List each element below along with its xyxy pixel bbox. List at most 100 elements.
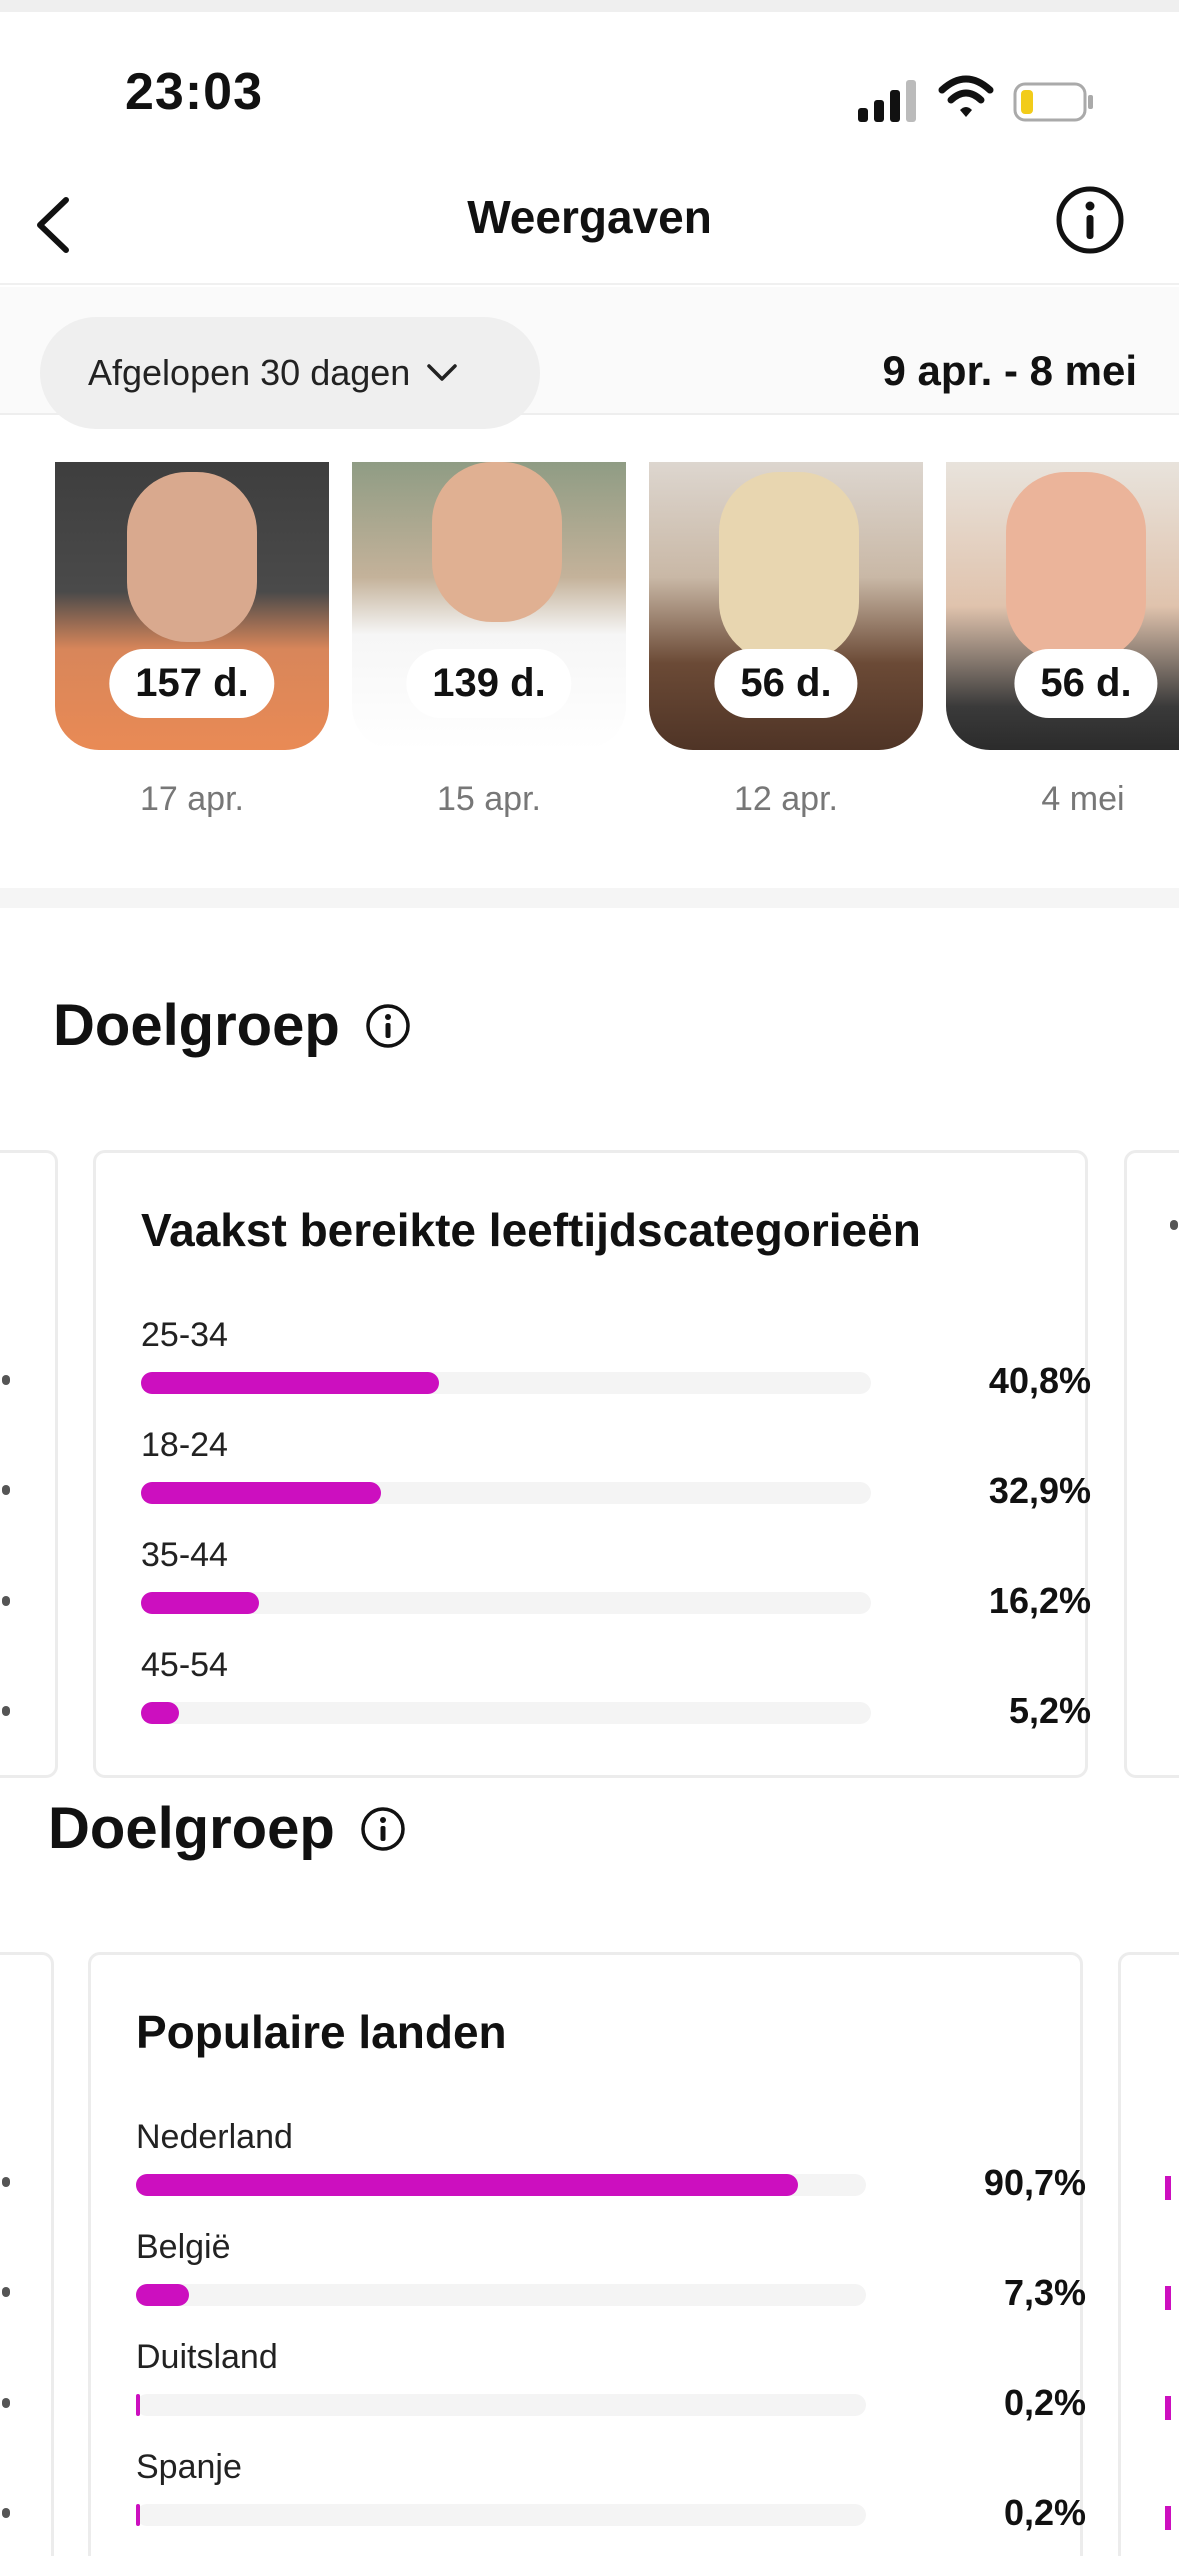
- bar-track: [141, 1702, 871, 1724]
- post-figure: [432, 462, 562, 622]
- post-figure: [719, 472, 859, 662]
- post-views-badge: 139 d.: [406, 649, 572, 718]
- bar-track: [141, 1372, 871, 1394]
- bar-label: 25-34: [141, 1316, 228, 1354]
- battery-icon: [1013, 82, 1093, 122]
- bar-fill: [141, 1372, 439, 1394]
- bar-fill: [136, 2174, 799, 2196]
- bar-label: Nederland: [136, 2118, 293, 2156]
- bar-row: 35-44 16,2%: [141, 1536, 1091, 1646]
- bar-row: Duitsland 0,2%: [136, 2338, 1086, 2448]
- previous-card-marker: [2, 1706, 10, 1716]
- previous-card-marker: [2, 2508, 10, 2518]
- bar-track: [136, 2504, 866, 2526]
- bar-track: [141, 1592, 871, 1614]
- bar-fill: [136, 2284, 190, 2306]
- info-icon[interactable]: [1054, 184, 1126, 256]
- post-figure: [127, 472, 257, 642]
- status-bar: 23:03: [0, 12, 1179, 162]
- info-icon[interactable]: [359, 1805, 407, 1853]
- previous-card-marker: [2, 1596, 10, 1606]
- bar-value: 0,2%: [1003, 2382, 1086, 2423]
- card-title: Populaire landen: [136, 2006, 507, 2058]
- post-thumbnail[interactable]: 56 d.: [649, 462, 923, 750]
- post-date: 17 apr.: [140, 780, 244, 818]
- next-card[interactable]: [1124, 1150, 1179, 1778]
- post-thumbnail[interactable]: 139 d.: [352, 462, 626, 750]
- bar-fill: [141, 1702, 179, 1724]
- bar-label: Duitsland: [136, 2338, 278, 2376]
- bar-fill: [136, 2504, 140, 2526]
- back-icon[interactable]: [28, 190, 78, 260]
- next-card-marker: [1170, 1220, 1178, 1230]
- bar-track: [136, 2284, 866, 2306]
- bar-value: 32,9%: [988, 1470, 1091, 1511]
- bar-fill: [141, 1482, 382, 1504]
- chevron-down-icon: [427, 364, 458, 381]
- post-thumbnail[interactable]: 157 d.: [55, 462, 329, 750]
- audience-heading: Doelgroep: [53, 993, 340, 1058]
- post-date: 15 apr.: [437, 780, 541, 818]
- previous-card-marker: [2, 2177, 10, 2187]
- info-icon[interactable]: [364, 1002, 412, 1050]
- bar-label: 18-24: [141, 1426, 228, 1464]
- wifi-icon: [938, 75, 994, 117]
- bar-label: 45-54: [141, 1646, 228, 1684]
- post-views-badge: 157 d.: [109, 649, 275, 718]
- next-card-bar: [1165, 2506, 1171, 2530]
- audience-heading: Doelgroep: [48, 1796, 335, 1861]
- post-thumbnail[interactable]: 56 d.: [946, 462, 1179, 750]
- previous-card-marker: [2, 1375, 10, 1385]
- post-carousel: 157 d. 17 apr. 139 d. 15 apr. 56 d. 12 a…: [0, 462, 1179, 822]
- next-card-bar: [1165, 2396, 1171, 2420]
- bar-label: België: [136, 2228, 231, 2266]
- bar-value: 40,8%: [988, 1360, 1091, 1401]
- date-range: 9 apr. - 8 mei: [882, 347, 1137, 394]
- page-title: Weergaven: [467, 191, 712, 243]
- bar-row: 18-24 32,9%: [141, 1426, 1091, 1536]
- bar-value: 5,2%: [1008, 1690, 1091, 1731]
- bar-value: 90,7%: [983, 2162, 1086, 2203]
- post-figure: [1006, 472, 1146, 662]
- popular-countries-card: Populaire landen Nederland 90,7% België 7,3…: [88, 1952, 1086, 2556]
- bar-row: 25-34 40,8%: [141, 1316, 1091, 1426]
- previous-card[interactable]: [0, 1150, 58, 1778]
- section-divider: [0, 888, 1179, 908]
- bar-value: 0,2%: [1003, 2492, 1086, 2533]
- section-title: Doelgroep: [53, 992, 412, 1059]
- signal-icon: [858, 80, 916, 122]
- bar-track: [136, 2174, 866, 2196]
- post-views-badge: 56 d.: [1014, 649, 1158, 718]
- next-card-bar: [1165, 2286, 1171, 2310]
- period-dropdown[interactable]: Afgelopen 30 dagen: [40, 317, 540, 429]
- next-card[interactable]: [1118, 1952, 1179, 2556]
- bar-track: [136, 2394, 866, 2416]
- bar-label: 35-44: [141, 1536, 228, 1574]
- post-date: 12 apr.: [734, 780, 838, 818]
- age-categories-card: Vaakst bereikte leeftijdscategorieën 25-…: [93, 1150, 1091, 1778]
- filter-bar: Afgelopen 30 dagen 9 apr. - 8 mei: [0, 287, 1179, 429]
- previous-card[interactable]: [0, 1952, 54, 2556]
- next-card-bar: [1165, 2176, 1171, 2200]
- section-title: Doelgroep: [48, 1795, 407, 1862]
- card-title: Vaakst bereikte leeftijdscategorieën: [141, 1204, 921, 1256]
- bar-value: 7,3%: [1003, 2272, 1086, 2313]
- bar-fill: [141, 1592, 260, 1614]
- top-edge: [0, 0, 1179, 12]
- bar-row: België 7,3%: [136, 2228, 1086, 2338]
- bar-value: 16,2%: [988, 1580, 1091, 1621]
- bar-fill: [136, 2394, 140, 2416]
- bar-row: 45-54 5,2%: [141, 1646, 1091, 1756]
- post-date: 4 mei: [1041, 780, 1125, 818]
- bar-track: [141, 1482, 871, 1504]
- previous-card-marker: [2, 2287, 10, 2297]
- previous-card-marker: [2, 2398, 10, 2408]
- status-time: 23:03: [125, 63, 263, 121]
- bar-row: Spanje 0,2%: [136, 2448, 1086, 2556]
- bar-label: Spanje: [136, 2448, 242, 2486]
- navigation-bar: Weergaven: [0, 160, 1179, 285]
- period-label: Afgelopen 30 dagen: [88, 352, 411, 393]
- previous-card-marker: [2, 1485, 10, 1495]
- bar-row: Nederland 90,7%: [136, 2118, 1086, 2228]
- post-views-badge: 56 d.: [714, 649, 858, 718]
